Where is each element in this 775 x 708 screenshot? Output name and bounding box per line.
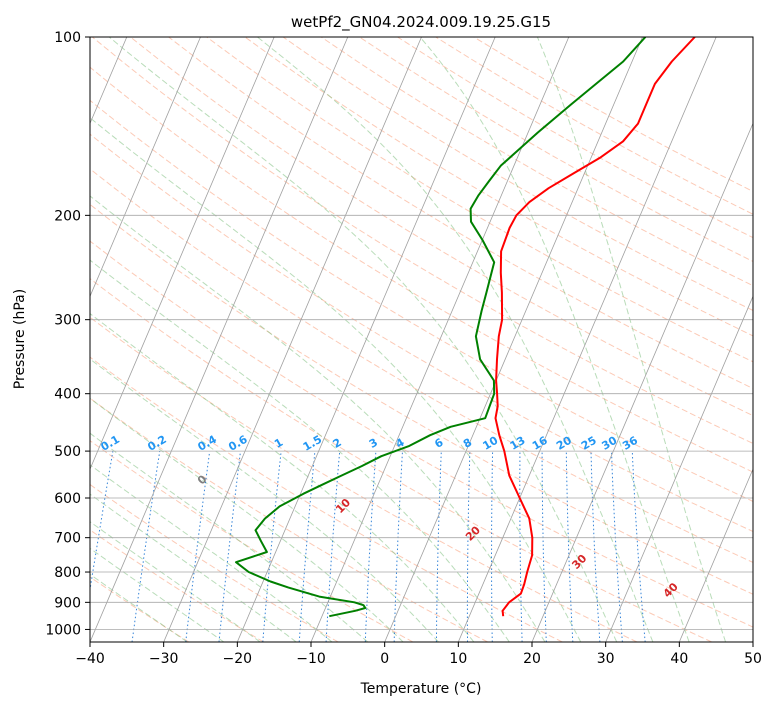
moist-adiabat-line: [90, 358, 439, 642]
grid-layer: [90, 37, 753, 642]
isotherm-line: [384, 37, 643, 642]
moist-adiabat-line: [90, 397, 404, 642]
dry-adiabat-line: [90, 240, 753, 628]
chart-title: wetPf2_GN04.2024.009.19.25.G15: [291, 13, 551, 32]
moist-adiabat-line: [90, 573, 188, 642]
dry-adiabat-line: [90, 133, 753, 533]
y-tick-label: 700: [54, 531, 81, 547]
dry-adiabat-line: [90, 356, 563, 642]
dry-adiabat-line: [90, 66, 753, 473]
x-tick-label: 40: [670, 651, 688, 667]
x-axis-label: Temperature (°C): [360, 681, 482, 697]
x-tick-label: 20: [523, 651, 541, 667]
axis-ticks: −40 −30 −20 −10 0 10 20 30 40 50 100 200 300 400 500 60…: [45, 30, 762, 667]
dry-adiabat-line: [206, 37, 753, 363]
mixing-ratio-line: [90, 451, 114, 593]
y-tick-label: 300: [54, 313, 81, 329]
mixing-ratio-line: [218, 451, 241, 642]
isotherm-line: [310, 37, 570, 642]
isotherm-line: [236, 37, 496, 642]
moist-adiabat-line: [90, 464, 333, 642]
y-tick-label: 500: [54, 444, 81, 460]
isotherm-line: [90, 37, 201, 298]
moist-adiabat-line: [108, 37, 618, 642]
dry-adiabat-line: [130, 37, 753, 417]
mixing-ratio-line: [298, 451, 316, 642]
dry-adiabat-line: [90, 203, 753, 595]
x-tick-label: 0: [380, 651, 389, 667]
plot-frame: [89, 36, 754, 643]
y-axis-label: Pressure (hPa): [12, 289, 28, 389]
dewpoint-trace: [235, 37, 647, 618]
dry-adiabat-line: [90, 168, 753, 563]
moist-adiabat-line: [536, 37, 727, 642]
isotherm-line: [678, 468, 753, 642]
dry-adiabat-line: [282, 37, 753, 312]
data-layer: [235, 37, 696, 618]
isotherm-line: [531, 122, 753, 642]
y-tick-label: 1000: [45, 622, 81, 638]
y-tick-label: 100: [54, 30, 81, 46]
isotherm-line: [90, 37, 275, 471]
moist-adiabat-line: [90, 547, 225, 642]
y-tick-label: 200: [54, 208, 81, 224]
x-tick-label: 50: [744, 651, 762, 667]
dry-adiabat-line: [90, 316, 638, 642]
mixing-ratio-line: [262, 451, 282, 642]
y-tick-label: 400: [54, 387, 81, 403]
isotherm-line: [605, 295, 753, 642]
dry-adiabat-line: [90, 397, 488, 642]
moist-adiabat-line: [90, 432, 369, 642]
x-tick-label: 30: [597, 651, 615, 667]
moist-adiabat-line: [90, 259, 510, 642]
moist-adiabat-line: [90, 312, 475, 642]
y-tick-label: 800: [54, 565, 81, 581]
moist-adiabat-line: [419, 37, 690, 642]
x-tick-label: −30: [149, 651, 179, 667]
mixing-ratio-line: [185, 451, 211, 642]
x-tick-label: −20: [223, 651, 253, 667]
moist-adiabat-line: [90, 521, 261, 642]
temperature-trace: [494, 37, 696, 617]
dry-adiabat-line: [90, 483, 339, 642]
y-tick-label: 900: [54, 595, 81, 611]
y-tick-label: 600: [54, 491, 81, 507]
dry-adiabat-line: [90, 576, 190, 642]
x-tick-label: −10: [296, 651, 326, 667]
isotherm-line: [163, 37, 422, 642]
x-tick-label: −40: [75, 651, 105, 667]
moist-adiabat-line: [90, 195, 546, 642]
isotherm-line: [90, 37, 349, 642]
moist-adiabat-line: [90, 117, 582, 642]
mixing-ratio-line: [631, 451, 646, 642]
x-tick-label: 10: [449, 651, 467, 667]
isotherm-line: [457, 37, 717, 642]
